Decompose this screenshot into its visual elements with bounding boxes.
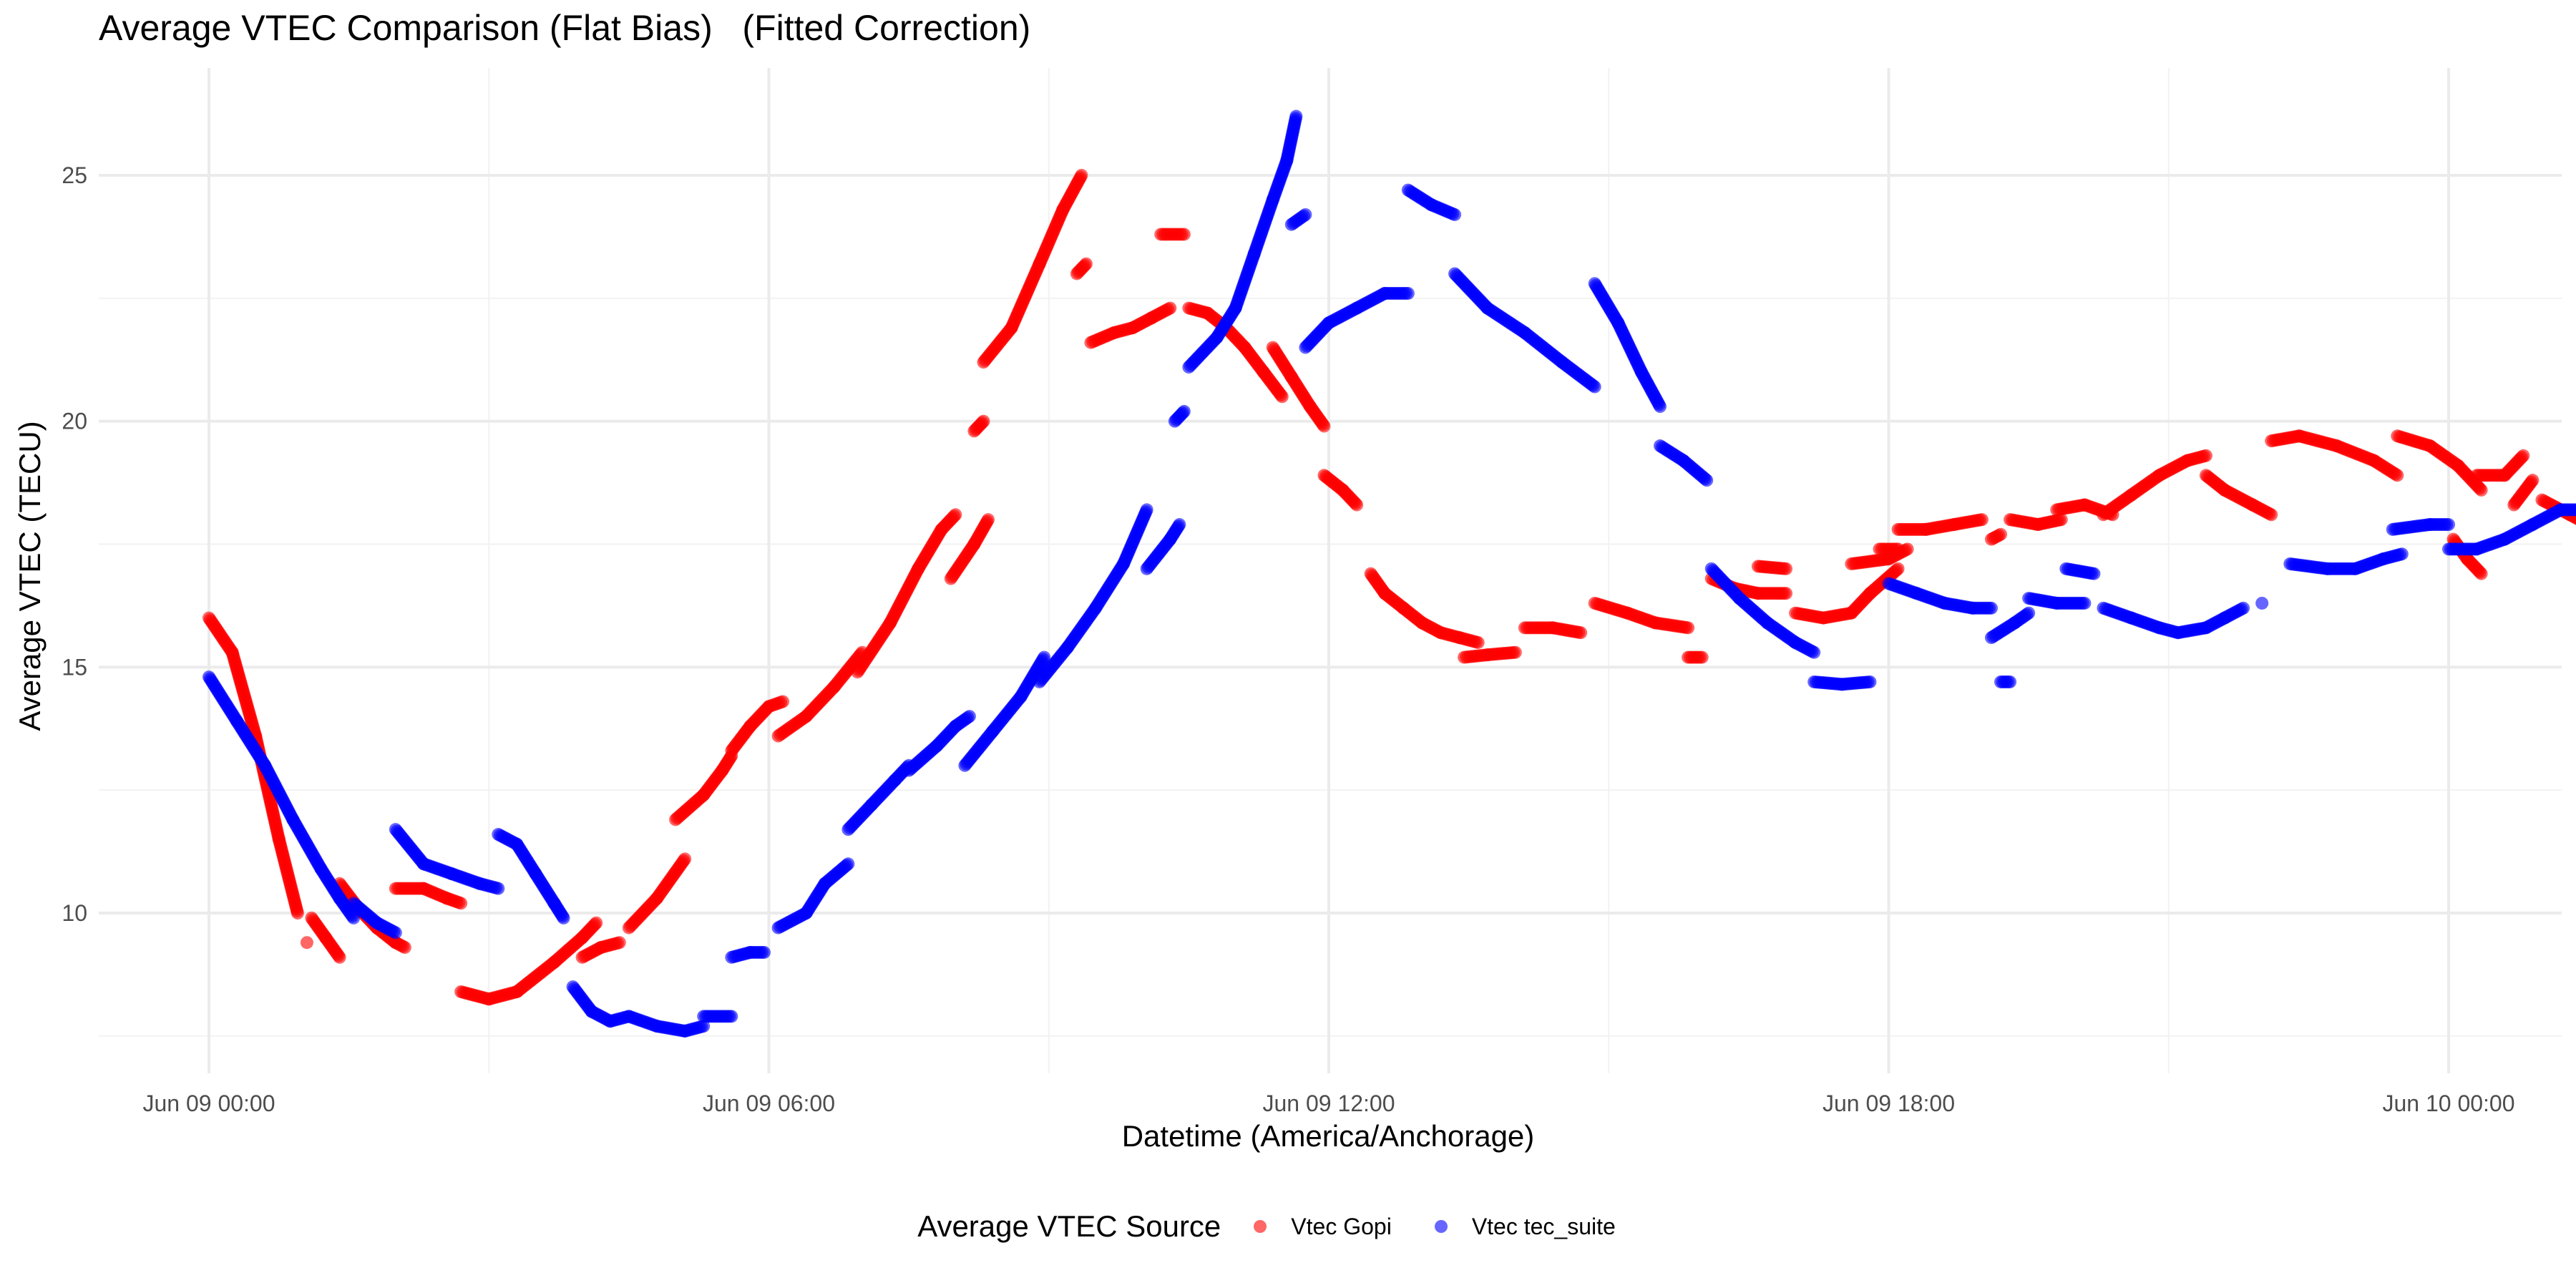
data-point: [1588, 380, 1601, 394]
data-point: [962, 710, 976, 723]
data-point: [1177, 404, 1191, 418]
data-point: [2022, 606, 2036, 620]
legend-item-gopi: Vtec Gopi: [1254, 1214, 1392, 1240]
data-point: [2574, 505, 2576, 514]
data-point: [291, 907, 304, 919]
data-point: [1984, 601, 1998, 615]
data-point: [2087, 567, 2101, 580]
data-point: [841, 857, 855, 871]
data-point: [1508, 645, 1522, 659]
data-point: [1289, 109, 1303, 123]
data-point: [2255, 596, 2269, 610]
y-tick-label: 25: [62, 162, 87, 188]
data-point: [2265, 508, 2278, 522]
grid-lines: [99, 68, 2562, 1073]
data-point: [1700, 474, 1714, 487]
data-point: [2391, 469, 2404, 482]
data-point: [2442, 518, 2455, 532]
chart-title: Average VTEC Comparison (Flat Bias) (Fit…: [99, 8, 1031, 48]
data-point: [1177, 228, 1191, 241]
data-point: [2199, 449, 2212, 462]
data-point: [1574, 626, 1588, 640]
data-point: [492, 882, 505, 895]
y-tick-label: 15: [62, 654, 87, 680]
x-axis-ticks: Jun 09 00:00 Jun 09 06:00 Jun 09 12:00 Jun …: [142, 1091, 2514, 1116]
data-point: [2078, 596, 2092, 610]
data-point: [1780, 587, 1793, 600]
y-axis-title: Average VTEC (TECU): [13, 421, 47, 731]
x-tick-label: Jun 09 12:00: [1262, 1091, 1395, 1116]
data-point: [2474, 567, 2488, 580]
legend-item-tec-suite: Vtec tec_suite: [1434, 1213, 1616, 1240]
data-point: [2526, 474, 2540, 487]
data-point: [981, 513, 995, 527]
series-tec-suite: [203, 109, 2576, 1038]
data-point: [1079, 257, 1093, 270]
data-point: [2054, 513, 2068, 527]
legend-label-gopi: Vtec Gopi: [1291, 1213, 1392, 1239]
data-point: [1075, 169, 1088, 182]
data-point: [1038, 650, 1051, 664]
data-point: [1807, 645, 1821, 659]
y-tick-label: 20: [62, 409, 87, 434]
data-point: [2395, 547, 2409, 561]
legend-key-gopi: [1254, 1220, 1267, 1233]
y-axis-ticks: 10 15 20 25: [62, 162, 87, 926]
y-tick-label: 10: [62, 900, 87, 926]
data-point: [1471, 635, 1485, 649]
x-axis-title: Datetime (America/Anchorage): [1122, 1119, 1535, 1153]
data-point: [776, 695, 790, 708]
legend-label-tec-suite: Vtec tec_suite: [1471, 1213, 1616, 1239]
data-point: [454, 897, 468, 910]
data-point: [1401, 286, 1415, 300]
data-point: [977, 414, 990, 428]
data-point: [757, 945, 771, 959]
x-tick-label: Jun 09 18:00: [1823, 1091, 1955, 1116]
x-tick-label: Jun 09 00:00: [142, 1091, 275, 1116]
x-tick-label: Jun 10 00:00: [2382, 1091, 2514, 1116]
data-point: [1901, 542, 1914, 556]
data-point: [300, 936, 313, 950]
data-point: [949, 508, 962, 522]
data-point: [1448, 208, 1462, 221]
data-point: [1682, 621, 1695, 635]
legend: Average VTEC Source Vtec Gopi Vtec tec_s…: [0, 1209, 2576, 1244]
data-point: [1140, 503, 1153, 517]
data-point: [333, 950, 346, 964]
data-point: [1275, 390, 1289, 404]
data-point: [2004, 675, 2017, 688]
legend-key-tec-suite: [1434, 1220, 1448, 1233]
data-point: [1780, 562, 1793, 575]
data-point: [2237, 601, 2250, 615]
data-point: [398, 941, 411, 955]
data-point: [1163, 301, 1177, 315]
data-point: [2517, 449, 2530, 462]
data-point: [590, 916, 603, 930]
data-point: [1350, 498, 1364, 512]
data-point: [1994, 527, 2007, 541]
data-points: [203, 109, 2576, 1038]
legend-title: Average VTEC Source: [917, 1209, 1221, 1243]
data-point: [613, 936, 626, 950]
data-point: [557, 911, 570, 924]
data-point: [2474, 483, 2488, 497]
data-point: [1891, 562, 1905, 575]
data-point: [697, 1020, 711, 1033]
data-point: [725, 1010, 738, 1023]
data-point: [389, 926, 402, 940]
data-point: [1653, 400, 1667, 414]
data-point: [347, 911, 361, 924]
data-point: [1863, 675, 1877, 688]
data-point: [1173, 518, 1186, 532]
x-tick-label: Jun 09 06:00: [703, 1091, 835, 1116]
data-point: [1299, 208, 1312, 221]
data-point: [1891, 542, 1905, 556]
data-point: [1317, 419, 1331, 433]
data-point: [1975, 513, 1989, 527]
data-point: [1695, 650, 1709, 664]
data-point: [678, 852, 692, 866]
